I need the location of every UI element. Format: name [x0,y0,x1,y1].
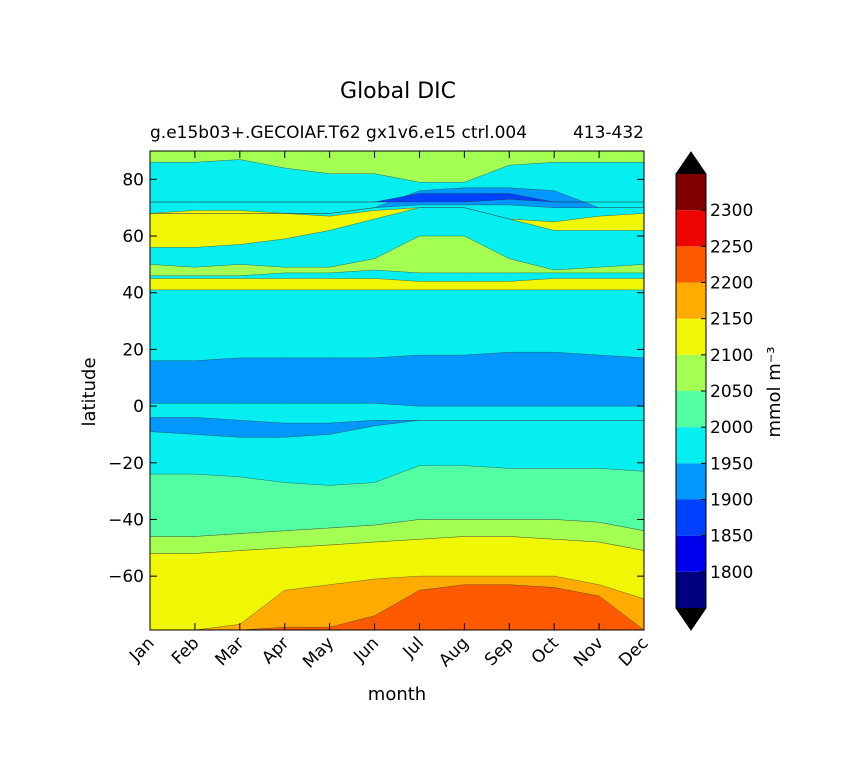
contour-band-2100-2150 [150,207,644,248]
y-tick-label: 0 [133,397,144,417]
y-tick-label: −60 [108,567,144,587]
colorbar-swatch [676,427,706,464]
x-tick-label: Sep [481,633,518,670]
y-tick-label: −40 [108,510,144,530]
colorbar-swatch [676,246,706,283]
colorbar-swatch [676,174,706,211]
colorbar-outline [675,151,707,631]
y-axis: 80 60 40 20 0 −20 −40 −60 [108,170,644,587]
colorbar-swatch [676,318,706,355]
colorbar-swatch [676,210,706,247]
x-tick-label: Mar [212,633,249,670]
colorbar-tick-label: 2200 [710,274,753,294]
colorbar-tick-label: 1850 [710,527,753,547]
chart-subtitle-years: 413-432 [573,123,644,143]
colorbar-swatch [676,535,706,572]
colorbar-extend-max [676,152,706,174]
colorbar-tick-label: 2300 [710,201,753,221]
y-axis-label: latitude [79,357,100,426]
x-axis-label: month [368,684,426,705]
colorbar-tick-label: 2150 [710,310,753,330]
contour-band-2050-2100 [150,151,644,183]
colorbar-swatch [676,391,706,428]
colorbar-label: mmol m⁻³ [764,346,785,437]
colorbar-swatch [676,282,706,319]
contour-band-1900-1950 [150,417,644,438]
colorbar-tick-label: 2000 [710,418,753,438]
contour-band-2050-2100 [150,235,644,276]
plot-frame [149,150,645,631]
y-tick-label: 60 [122,227,144,247]
x-tick-label: Nov [570,633,608,671]
x-tick-label: Apr [258,633,293,668]
colorbar-tick-label: 2100 [710,346,753,366]
colorbar-swatch [676,499,706,536]
y-tick-label: 40 [122,284,144,304]
plot-area [150,151,644,630]
x-tick-label: Dec [615,633,652,670]
colorbar: 1800 1850 1900 1950 2000 2050 2100 2150 2200 2250… [675,151,753,631]
colorbar-swatch [676,571,706,608]
x-tick-label: Jul [399,633,428,662]
x-tick-label: Oct [528,633,563,668]
colorbar-tick-label: 1800 [710,563,753,583]
colorbar-tick-label: 2250 [710,237,753,257]
chart-subtitle: g.e15b03+.GECOIAF.T62 gx1v6.e15 ctrl.004 [150,123,527,143]
x-tick-label: Aug [435,633,473,671]
y-tick-label: −20 [108,454,144,474]
y-tick-label: 20 [122,340,144,360]
y-tick-label: 80 [122,170,144,190]
colorbar-extend-min [676,608,706,630]
contour-band-1900-1950 [150,351,644,407]
colorbar-tick-label: 1950 [710,454,753,474]
contour-band-1850-1900 [150,193,644,203]
contour-band-2100-2150 [150,278,644,291]
x-tick-label: Feb [168,633,203,668]
x-tick-label: May [299,633,338,672]
contour-band-2200-2250 [150,584,644,630]
colorbar-swatch [676,463,706,500]
colorbar-tick-label: 1900 [710,491,753,511]
colorbar-tick-label: 2050 [710,382,753,402]
x-tick-label: Jun [349,633,383,667]
chart-title: Global DIC [340,79,456,104]
colorbar-swatch [676,354,706,391]
x-tick-label: Jan [125,633,158,666]
